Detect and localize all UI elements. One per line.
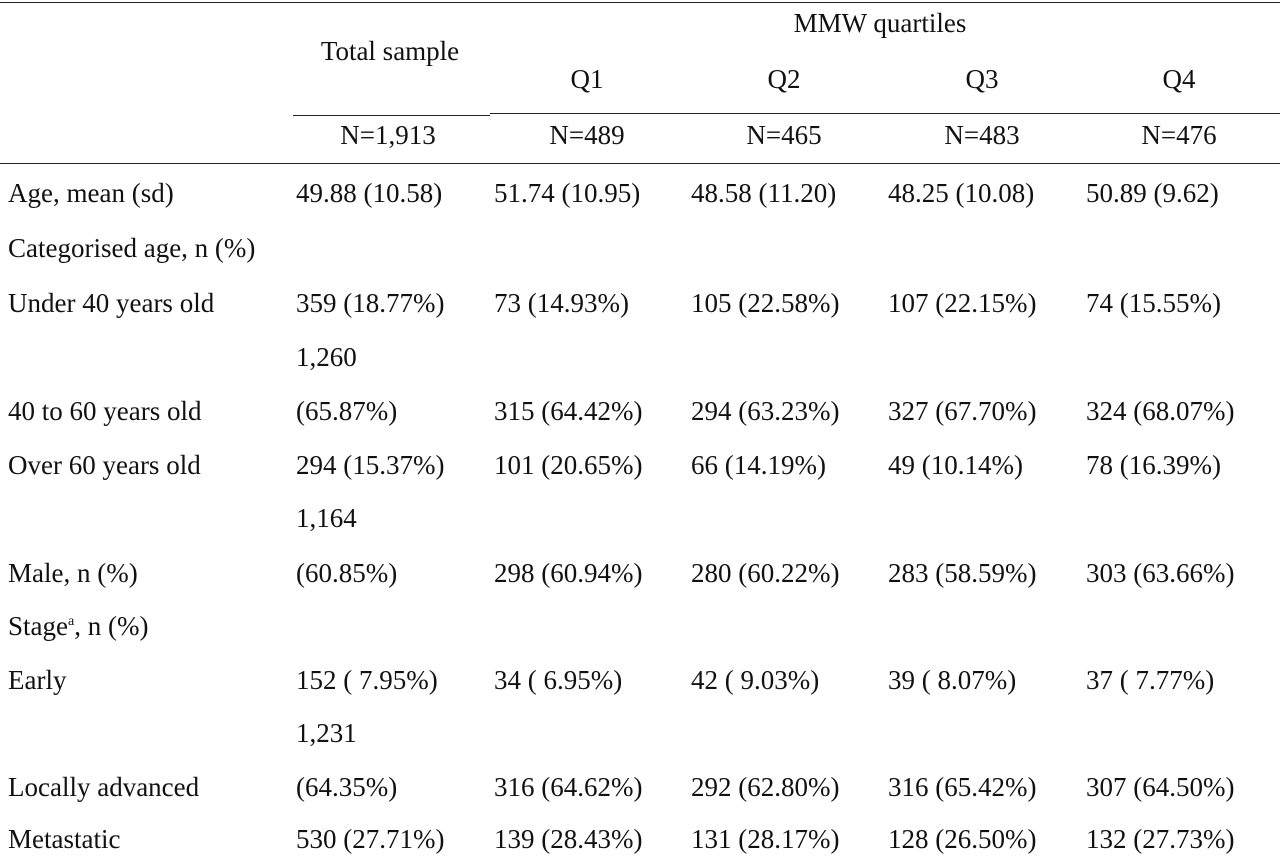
q4-header: Q4	[1162, 64, 1196, 94]
q1-cell: 73 (14.93%)	[494, 288, 629, 318]
q4-cell: 50.89 (9.62)	[1086, 178, 1219, 208]
q1-cell: 34 ( 6.95%)	[494, 665, 623, 695]
q4-cell: 132 (27.73%)	[1086, 824, 1235, 854]
row-label: 40 to 60 years old	[8, 396, 202, 426]
row-label: Early	[8, 665, 67, 695]
total-cell: (64.35%)	[296, 772, 398, 802]
q4-cell: 324 (68.07%)	[1086, 396, 1235, 426]
total-cell-wrap: 1,260	[296, 342, 357, 372]
q3-cell: 283 (58.59%)	[888, 558, 1037, 588]
group-header-label: MMW quartiles	[793, 8, 967, 38]
n-q1: N=489	[549, 120, 625, 150]
total-cell-wrap: 1,164	[296, 503, 357, 533]
total-cell: 152 ( 7.95%)	[296, 665, 438, 695]
q1-cell: 298 (60.94%)	[494, 558, 643, 588]
n-q2: N=465	[746, 120, 822, 150]
total-cell: 359 (18.77%)	[296, 288, 445, 318]
q1-cell: 51.74 (10.95)	[494, 178, 641, 208]
q1-cell: 139 (28.43%)	[494, 824, 643, 854]
total-sample-header: Total sample	[320, 36, 460, 66]
q1-cell: 316 (64.62%)	[494, 772, 643, 802]
q2-header: Q2	[767, 64, 801, 94]
q3-cell: 39 ( 8.07%)	[888, 665, 1017, 695]
q3-cell: 49 (10.14%)	[888, 450, 1023, 480]
header-bottom-rule	[0, 163, 1280, 164]
table-top-rule	[0, 2, 1280, 3]
n-q3: N=483	[944, 120, 1020, 150]
n-row-top-rule	[293, 115, 490, 116]
row-label: Locally advanced	[8, 772, 200, 802]
q4-cell: 303 (63.66%)	[1086, 558, 1235, 588]
q4-cell: 78 (16.39%)	[1086, 450, 1221, 480]
q3-cell: 107 (22.15%)	[888, 288, 1037, 318]
q2-cell: 48.58 (11.20)	[691, 178, 837, 208]
q2-cell: 105 (22.58%)	[691, 288, 840, 318]
n-q4: N=476	[1141, 120, 1217, 150]
q4-cell: 74 (15.55%)	[1086, 288, 1221, 318]
row-label: Metastatic	[8, 824, 121, 854]
total-cell: (60.85%)	[296, 558, 398, 588]
row-label: Under 40 years old	[8, 288, 215, 318]
footnote-marker: a	[68, 614, 75, 629]
q3-cell: 128 (26.50%)	[888, 824, 1037, 854]
q1-cell: 101 (20.65%)	[494, 450, 643, 480]
q2-cell: 42 ( 9.03%)	[691, 665, 820, 695]
q3-cell: 316 (65.42%)	[888, 772, 1037, 802]
q1-cell: 315 (64.42%)	[494, 396, 643, 426]
row-label: Over 60 years old	[8, 450, 201, 480]
q3-header: Q3	[965, 64, 999, 94]
stage-label-suffix: , n (%)	[74, 611, 149, 641]
section-label: Categorised age, n (%)	[8, 233, 256, 263]
stage-label-text: Stage	[8, 611, 68, 641]
q2-cell: 131 (28.17%)	[691, 824, 840, 854]
q2-cell: 66 (14.19%)	[691, 450, 826, 480]
q2-cell: 292 (62.80%)	[691, 772, 840, 802]
q4-cell: 37 ( 7.77%)	[1086, 665, 1215, 695]
quartile-group-rule	[490, 113, 1280, 114]
n-total: N=1,913	[340, 120, 436, 150]
section-label: Stagea, n (%)	[8, 613, 148, 640]
q3-cell: 327 (67.70%)	[888, 396, 1037, 426]
row-label: Age, mean (sd)	[8, 178, 174, 208]
q2-cell: 294 (63.23%)	[691, 396, 840, 426]
total-cell: 530 (27.71%)	[296, 824, 445, 854]
q2-cell: 280 (60.22%)	[691, 558, 840, 588]
total-cell: 294 (15.37%)	[296, 450, 445, 480]
q3-cell: 48.25 (10.08)	[888, 178, 1035, 208]
q1-header: Q1	[570, 64, 604, 94]
q4-cell: 307 (64.50%)	[1086, 772, 1235, 802]
total-cell: (65.87%)	[296, 396, 398, 426]
total-cell: 49.88 (10.58)	[296, 178, 443, 208]
row-label: Male, n (%)	[8, 558, 138, 588]
total-cell-wrap: 1,231	[296, 718, 357, 748]
